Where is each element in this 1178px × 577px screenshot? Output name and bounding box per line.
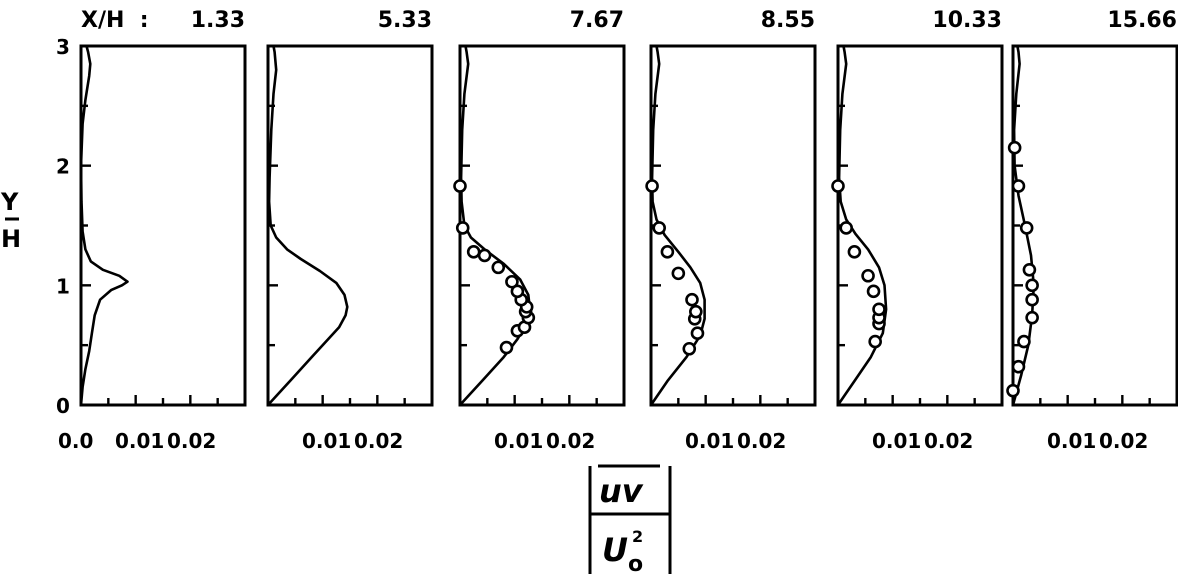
panel-title: 7.67 [570,8,624,33]
x-tick-label: 0.01 [685,429,734,453]
x-label-numerator: uv [599,472,644,510]
y-tick-label: 3 [56,35,70,59]
x-tick-label: 0.01 [494,429,543,453]
panel-title: 10.33 [932,8,1002,33]
data-point [455,221,470,235]
data-point [453,179,467,193]
x-axis-label: uv U o 2 [588,464,672,577]
panel-frame [266,44,434,407]
data-point [831,179,845,193]
panel-4: 8.55 0.01 0.02 [645,8,817,453]
x-tick-label: 0.02 [354,429,403,453]
data-point [1022,262,1037,277]
data-point [682,341,697,356]
panel-title: 1.33 [191,8,245,33]
data-point [847,245,862,259]
data-point [861,268,875,283]
data-point [645,179,659,193]
x-tick-label: 0.02 [546,429,595,453]
y-tick-label: 1 [56,274,70,298]
data-point [1011,359,1026,374]
data-point [1025,310,1039,325]
x-tick-label: 0.02 [924,429,973,453]
data-point [1011,179,1026,193]
data-point [1006,383,1020,398]
panel-5: 10.33 0.01 0.02 [831,8,1004,453]
panel-title: 15.66 [1107,8,1177,33]
x-tick-label: 0.02 [167,429,216,453]
panel-title: 5.33 [378,8,432,33]
data-point [1025,292,1039,307]
x-tick-label: 0.01 [302,429,351,453]
data-point [477,248,492,263]
panel-frame [79,44,247,407]
data-point [510,284,525,299]
model-curve [79,45,129,406]
data-point [1019,221,1034,235]
data-point [660,245,675,259]
data-point [652,221,667,235]
panel-frame [836,44,1004,407]
data-point [868,334,882,349]
panel-1: 1.33 0.0 0.01 0.02 [58,8,247,453]
x-tick-label: 0.0 [58,429,93,453]
panels-group: 1.330.0 0.01 0.025.330.01 0.027.670.01 0.028… [56,8,1178,453]
data-point [689,304,703,319]
data-point [505,274,519,289]
panel-frame [649,44,817,407]
data-point [671,266,686,281]
y-axis-label-top: Y [0,188,19,216]
panel-3: 7.67 0.01 0.02 [453,8,626,453]
x-tick-label: 0.02 [1099,429,1148,453]
data-point [685,292,699,307]
x-label-denominator-subscript: o [628,552,643,577]
data-point [839,221,854,235]
model-curve [459,45,532,406]
x-label-denominator: U [602,531,628,569]
data-point [491,260,506,275]
panel-title: 8.55 [761,8,815,33]
title-prefix: X/H : [81,8,149,33]
data-point [499,340,514,355]
x-tick-label: 0.01 [1047,429,1096,453]
data-point [690,326,705,341]
y-axis-label-bottom: H [1,225,21,253]
x-label-denominator-superscript: 2 [632,527,643,546]
x-tick-label: 0.02 [737,429,786,453]
y-tick-label: 0 [56,394,70,418]
x-tick-label: 0.01 [115,429,164,453]
data-point [872,302,886,317]
data-point [1007,140,1022,155]
data-point [1025,278,1039,293]
panel-frame [1011,44,1178,407]
model-curve [267,45,349,406]
y-tick-label: 2 [56,155,70,179]
panel-6: 15.66 0.01 0.02 [1006,8,1178,453]
panel-2: 5.33 0.01 0.02 [266,8,434,453]
data-point [866,284,881,299]
data-point [466,245,481,259]
x-tick-label: 0.01 [872,429,921,453]
data-point [1017,334,1031,349]
panel-frame [458,44,626,407]
